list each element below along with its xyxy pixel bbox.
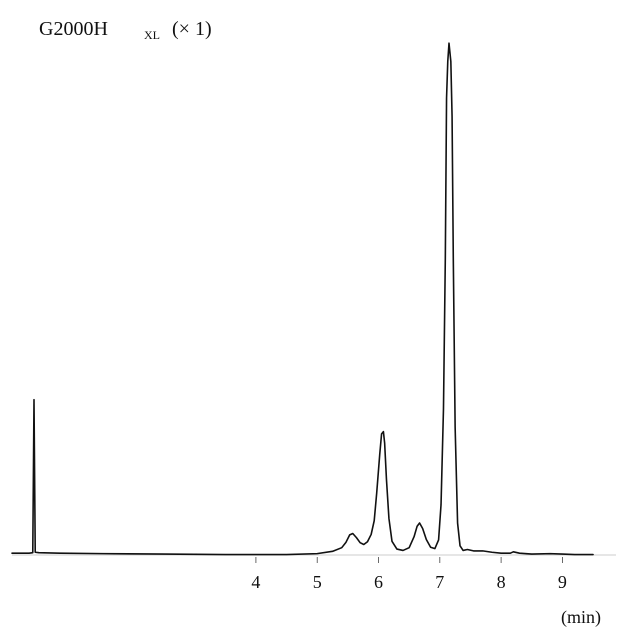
x-tick-label: 5 [313, 572, 322, 592]
x-tick-label: 8 [497, 572, 506, 592]
x-tick-label: 6 [374, 572, 383, 592]
x-tick-label: 7 [435, 572, 444, 592]
chart-title-subscript: XL [144, 28, 160, 42]
chart-title-main: G2000H [39, 18, 108, 40]
x-ticks [255, 557, 563, 563]
x-axis-unit-label: (min) [561, 607, 601, 628]
x-tick-label: 9 [558, 572, 567, 592]
x-tick-label: 4 [251, 572, 260, 592]
chart-title-suffix: (× 1) [172, 18, 212, 40]
x-tick-labels: 4 5 6 7 8 9 [251, 572, 566, 592]
chromatogram-trace [11, 42, 594, 556]
title-group: G2000H XL (× 1) [39, 18, 212, 42]
